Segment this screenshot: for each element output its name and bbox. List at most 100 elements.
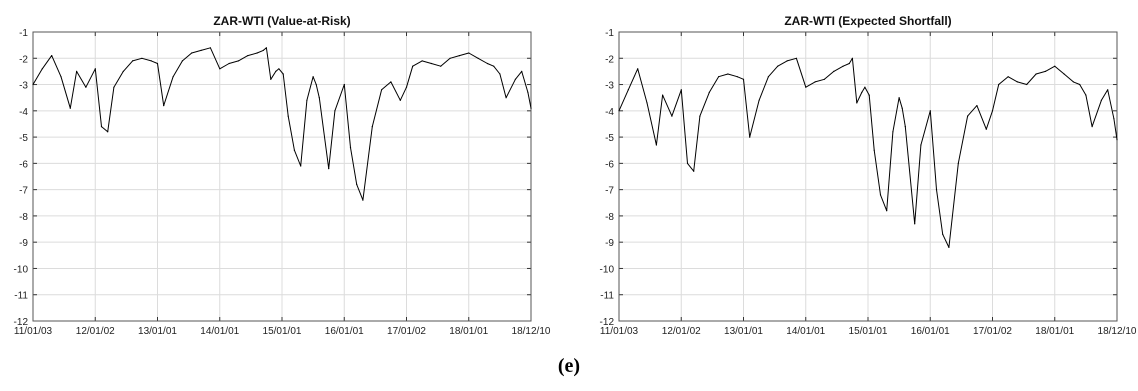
data-point	[929, 110, 931, 112]
x-tick-label: 14/01/01	[200, 326, 239, 337]
chart-title: ZAR-WTI (Value-at-Risk)	[213, 14, 350, 28]
data-point	[405, 86, 408, 88]
data-point	[60, 76, 62, 78]
data-point	[727, 73, 729, 75]
data-point	[767, 76, 770, 78]
data-point	[371, 126, 373, 128]
data-point	[278, 68, 280, 70]
data-point	[343, 83, 345, 86]
y-tick-label: -10	[600, 264, 615, 275]
data-point	[399, 99, 401, 101]
data-point	[100, 126, 103, 128]
data-point	[219, 68, 221, 70]
data-point	[991, 110, 994, 112]
x-tick-label: 18/01/01	[449, 326, 488, 337]
y-tick-label: -4	[605, 107, 614, 118]
data-point	[1054, 65, 1056, 67]
data-point	[920, 144, 922, 146]
data-point	[914, 223, 916, 225]
data-point	[1044, 70, 1046, 72]
y-tick-label: -1	[605, 28, 614, 39]
data-point	[655, 144, 658, 146]
y-tick-label: -2	[605, 54, 614, 65]
y-tick-label: -11	[14, 291, 28, 302]
data-point	[514, 78, 517, 80]
y-tick-label: -9	[19, 238, 28, 249]
y-tick-label: -1	[19, 28, 28, 39]
data-point	[795, 57, 798, 59]
data-point	[163, 105, 165, 107]
data-point	[848, 62, 850, 65]
data-point	[468, 52, 470, 54]
data-point	[646, 102, 648, 104]
y-tick-label: -10	[14, 264, 29, 275]
data-point	[976, 105, 978, 107]
data-point	[349, 147, 352, 149]
data-point	[686, 162, 689, 164]
data-point	[505, 97, 507, 99]
y-tick-label: -6	[605, 159, 614, 170]
chart-title: ZAR-WTI (Expected Shortfall)	[784, 14, 951, 28]
data-point	[85, 86, 87, 88]
data-point	[627, 89, 629, 91]
y-tick-label: -7	[19, 186, 28, 197]
data-point	[699, 115, 701, 117]
data-point	[1026, 83, 1028, 86]
data-point	[1091, 126, 1093, 128]
data-point	[742, 78, 745, 80]
data-point	[749, 136, 751, 138]
data-point	[312, 76, 314, 78]
data-point	[228, 62, 230, 65]
data-point	[493, 65, 495, 67]
data-point	[421, 60, 423, 62]
y-tick-label: -11	[600, 291, 614, 302]
data-point	[265, 47, 267, 49]
y-tick-label: -5	[19, 133, 28, 144]
data-point	[328, 168, 330, 170]
data-point	[814, 81, 816, 83]
data-point	[122, 70, 124, 72]
y-tick-label: -12	[14, 317, 29, 328]
data-point	[486, 62, 488, 65]
data-point	[662, 94, 664, 96]
data-point	[113, 86, 115, 88]
data-point	[172, 76, 174, 78]
data-point	[256, 52, 258, 54]
data-point	[718, 76, 720, 78]
data-point	[41, 68, 43, 70]
data-point	[262, 49, 264, 52]
data-point	[671, 115, 673, 117]
x-tick-label: 16/01/01	[911, 326, 950, 337]
data-point	[864, 86, 866, 88]
data-point	[247, 55, 249, 57]
y-tick-label: -4	[19, 107, 28, 118]
data-point	[856, 102, 858, 104]
data-point	[618, 110, 620, 112]
data-point	[191, 52, 193, 54]
data-point	[967, 115, 969, 117]
data-point	[1100, 99, 1102, 101]
data-point	[892, 131, 894, 133]
data-point	[527, 91, 529, 93]
y-tick-label: -5	[605, 133, 614, 144]
data-point	[32, 83, 34, 86]
plot-frame	[32, 31, 532, 322]
data-point	[786, 60, 788, 62]
x-tick-label: 18/01/01	[1035, 326, 1074, 337]
data-point	[886, 210, 888, 212]
data-point	[76, 70, 78, 72]
x-tick-label: 17/01/02	[973, 326, 1012, 337]
data-point	[282, 73, 284, 75]
data-point	[390, 81, 392, 83]
plot-frame	[618, 31, 1118, 322]
data-point	[805, 86, 807, 88]
x-tick-label: 12/01/02	[662, 326, 701, 337]
data-point	[904, 126, 906, 128]
x-tick-label: 18/12/10	[1098, 326, 1137, 337]
data-point	[51, 55, 53, 57]
data-point	[209, 47, 211, 49]
data-point	[985, 128, 987, 130]
data-point	[935, 189, 938, 191]
data-point	[94, 68, 96, 70]
data-point	[499, 73, 501, 75]
